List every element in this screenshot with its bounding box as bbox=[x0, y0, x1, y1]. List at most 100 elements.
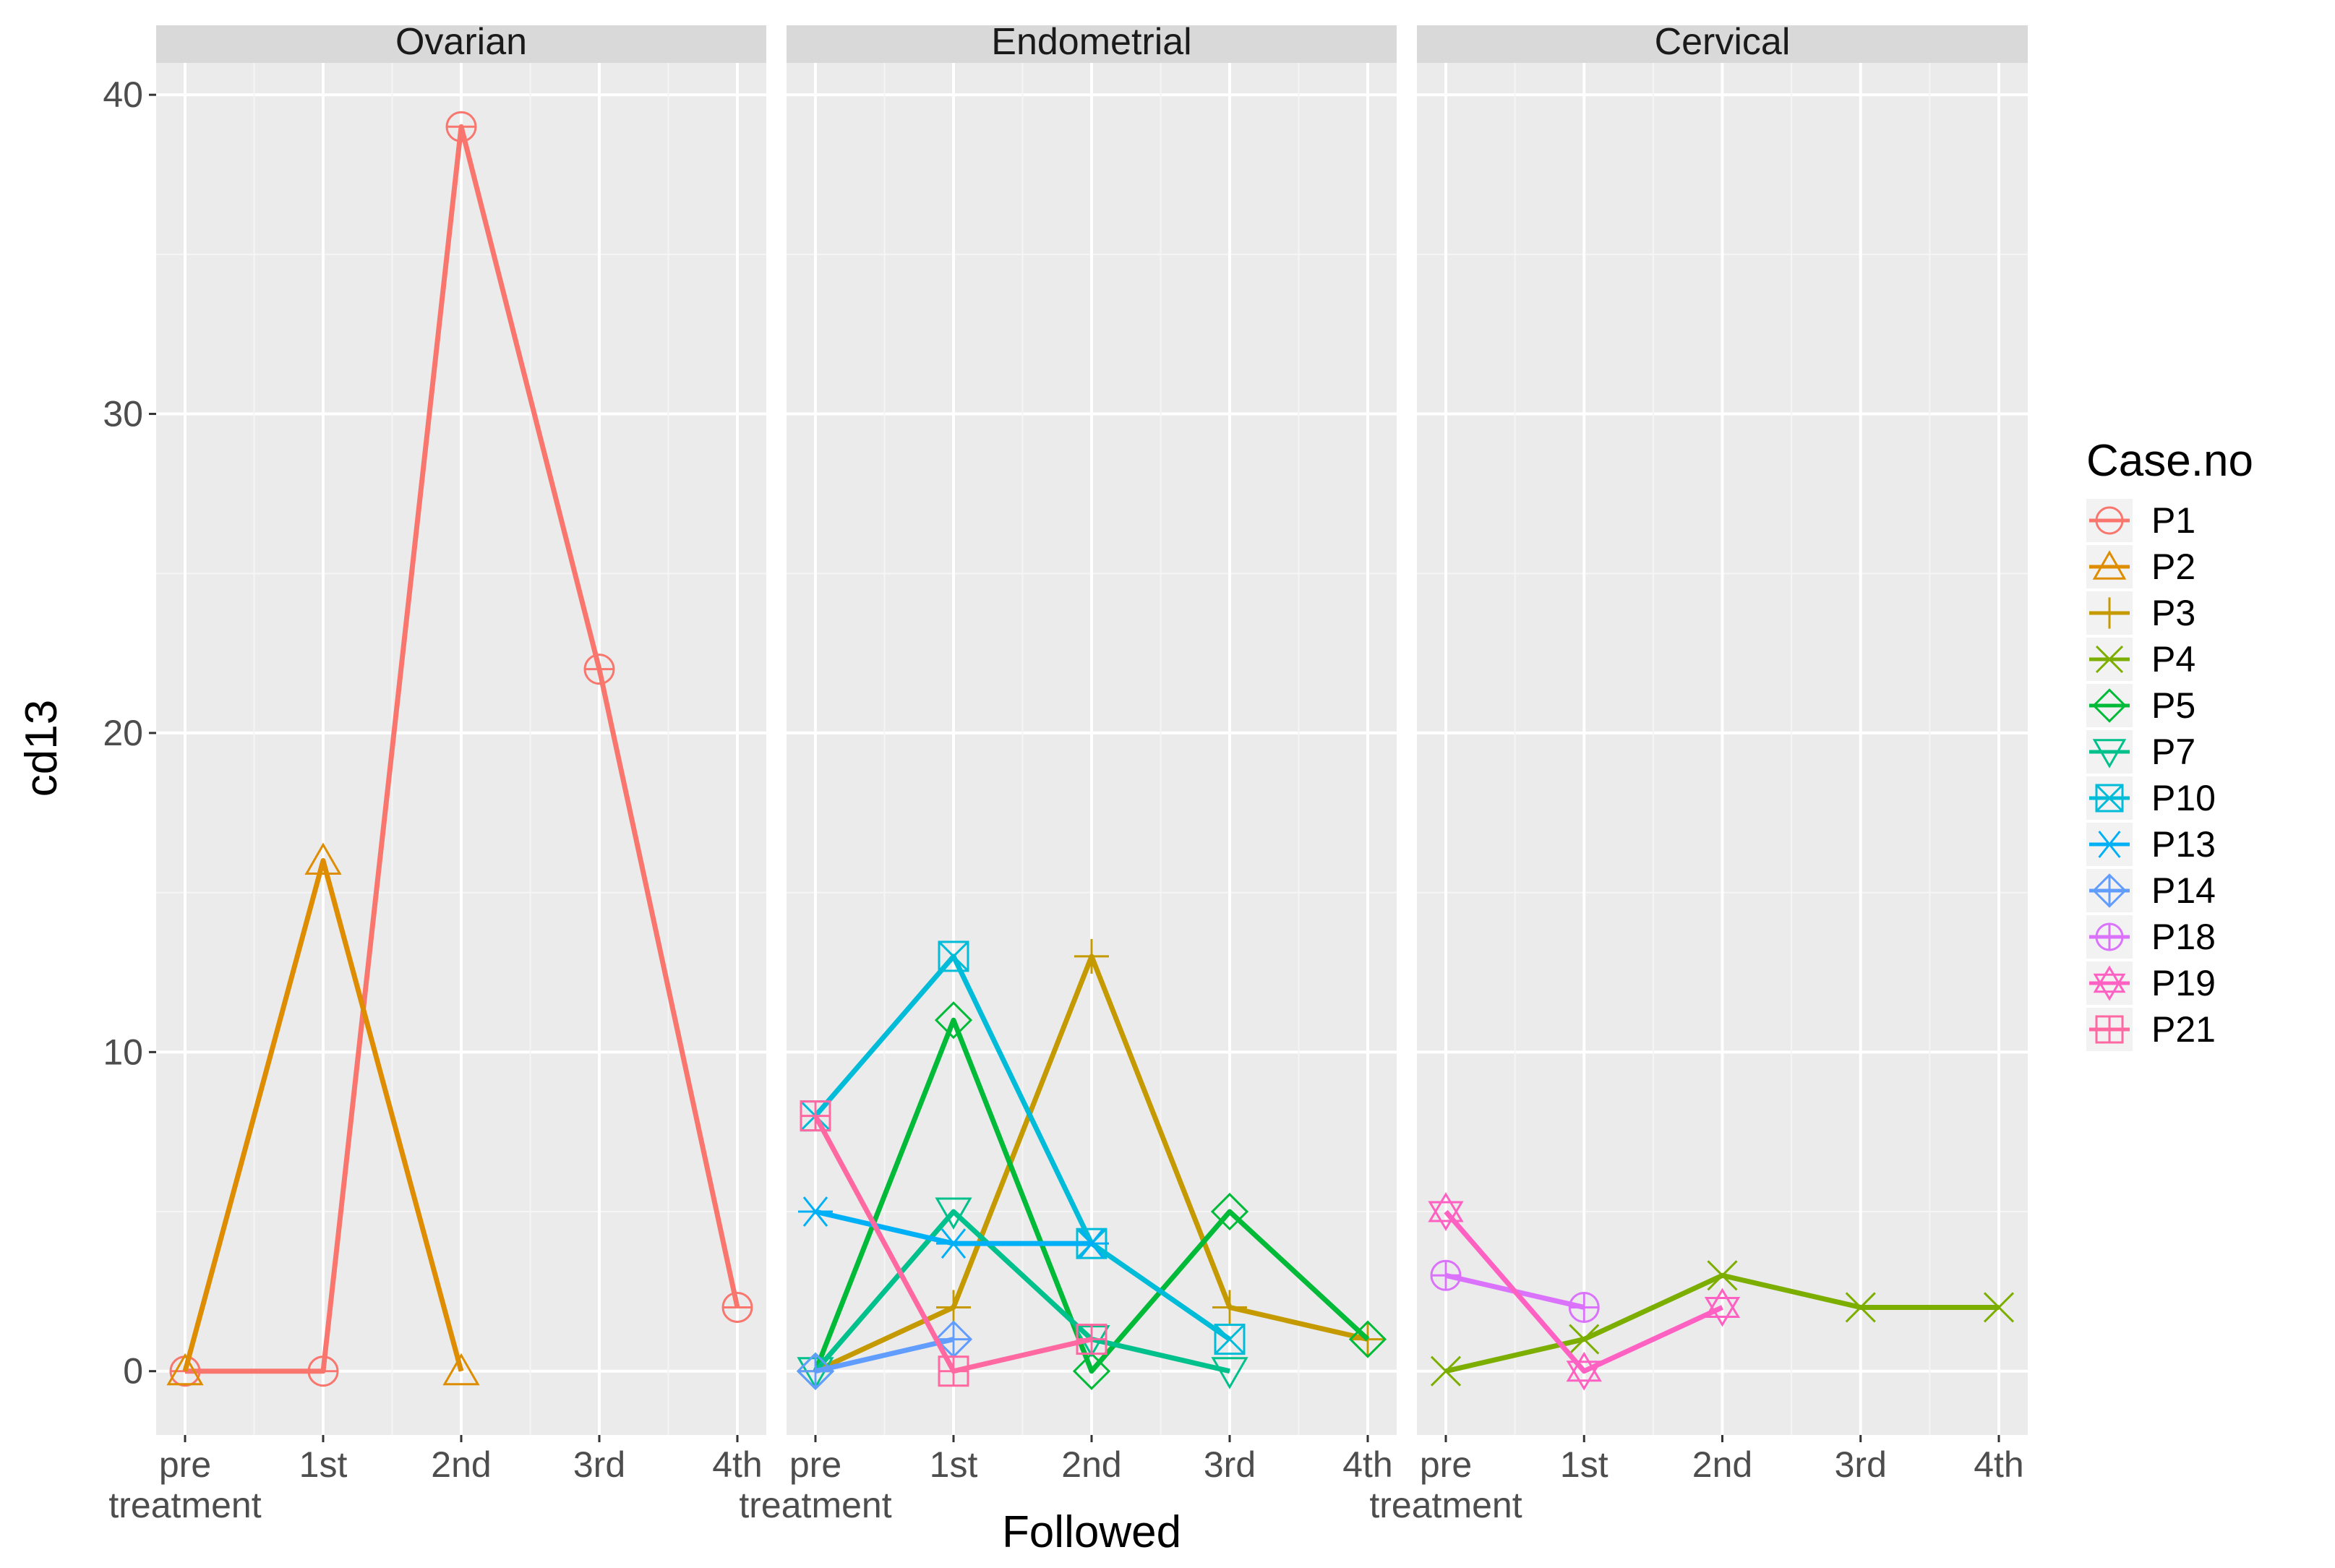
legend-label: P5 bbox=[2151, 685, 2195, 726]
legend-key-symbol bbox=[2095, 645, 2124, 674]
data-point bbox=[307, 1355, 339, 1387]
y-axis-title: cd13 bbox=[17, 700, 67, 797]
legend-label: P19 bbox=[2151, 963, 2216, 1003]
legend-item-p19: P19 bbox=[2086, 961, 2216, 1005]
data-point bbox=[721, 1291, 753, 1323]
legend-label: P2 bbox=[2151, 547, 2195, 587]
data-point bbox=[936, 1228, 971, 1259]
legend-key-symbol bbox=[2092, 873, 2127, 908]
legend-item-p10: P10 bbox=[2086, 776, 2216, 820]
x-tick-label: 3rd bbox=[573, 1444, 625, 1485]
legend-key-symbol bbox=[2092, 688, 2127, 723]
x-tick-label: pre treatment bbox=[1369, 1444, 1522, 1525]
data-point bbox=[583, 654, 615, 685]
data-point bbox=[1568, 1291, 1600, 1323]
data-point bbox=[1566, 1351, 1602, 1391]
data-point bbox=[1569, 1324, 1600, 1355]
data-point bbox=[938, 941, 969, 972]
data-point bbox=[1211, 1357, 1248, 1389]
x-axis-title: Followed bbox=[1002, 1507, 1181, 1557]
legend-label: P13 bbox=[2151, 824, 2216, 865]
data-point bbox=[166, 1353, 204, 1386]
legend-item-p2: P2 bbox=[2086, 545, 2195, 588]
facet-panel-endometrial: Endometrial pre treatment 1st 2nd 3rd 4th bbox=[739, 21, 1397, 1525]
legend-label: P21 bbox=[2151, 1009, 2216, 1050]
legend-key-symbol bbox=[2095, 922, 2124, 951]
data-point bbox=[938, 1355, 969, 1387]
x-tick-label: 3rd bbox=[1204, 1444, 1256, 1485]
data-point bbox=[1074, 938, 1109, 974]
x-tick-label: 2nd bbox=[1061, 1444, 1121, 1485]
series-p19 bbox=[1428, 1192, 1741, 1391]
legend-item-p18: P18 bbox=[2086, 915, 2216, 959]
data-point bbox=[1212, 1290, 1247, 1325]
y-tick-label: 30 bbox=[103, 394, 143, 434]
legend-key-symbol bbox=[2093, 965, 2126, 1001]
legend-item-p14: P14 bbox=[2086, 869, 2216, 912]
y-tick-label: 0 bbox=[123, 1351, 143, 1392]
x-tick-label: 1st bbox=[930, 1444, 978, 1485]
facet-panel-ovarian: Ovarian pre treatment 1st 2nd 3rd 4th bbox=[108, 21, 766, 1525]
legend-label: P3 bbox=[2151, 593, 2195, 633]
x-tick-label: 1st bbox=[1560, 1444, 1608, 1485]
data-point bbox=[936, 1290, 971, 1325]
legend-item-p1: P1 bbox=[2086, 499, 2195, 542]
data-point bbox=[934, 1001, 973, 1040]
data-point bbox=[1430, 1355, 1462, 1387]
x-tick-label: 2nd bbox=[1692, 1444, 1752, 1485]
data-point bbox=[935, 1197, 972, 1230]
data-point bbox=[798, 1196, 833, 1227]
series-line bbox=[182, 857, 464, 1372]
data-point bbox=[1428, 1192, 1464, 1231]
data-point bbox=[1983, 1292, 2015, 1323]
data-point bbox=[1074, 1228, 1109, 1259]
y-tick-label: 40 bbox=[103, 74, 143, 115]
data-point bbox=[1214, 1324, 1246, 1355]
facet-strip-label: Endometrial bbox=[991, 21, 1191, 63]
x-tick-label: pre treatment bbox=[108, 1444, 261, 1525]
legend-label: P7 bbox=[2151, 732, 2195, 772]
y-tick-label: 10 bbox=[103, 1032, 143, 1072]
legend-key-symbol bbox=[2092, 739, 2127, 768]
legend-label: P14 bbox=[2151, 870, 2216, 911]
data-point bbox=[800, 1100, 831, 1132]
series-p14 bbox=[796, 1320, 973, 1390]
legend-key-symbol bbox=[2095, 1015, 2124, 1044]
series-p13 bbox=[798, 1196, 1109, 1259]
data-point bbox=[1430, 1259, 1462, 1291]
series-line bbox=[815, 1337, 954, 1374]
facet-strip bbox=[1417, 25, 2028, 63]
x-tick-label: 4th bbox=[712, 1444, 763, 1485]
x-tick-label: 4th bbox=[1974, 1444, 2024, 1485]
x-tick-label: 4th bbox=[1342, 1444, 1393, 1485]
x-tick-label: 1st bbox=[299, 1444, 348, 1485]
series-line bbox=[1444, 1209, 1723, 1374]
legend-key-symbol bbox=[2094, 597, 2125, 629]
legend-item-p21: P21 bbox=[2086, 1008, 2216, 1051]
legend-item-p5: P5 bbox=[2086, 684, 2195, 727]
data-point bbox=[796, 1352, 835, 1390]
series-line bbox=[813, 1209, 1230, 1374]
x-tick-label: 2nd bbox=[431, 1444, 491, 1485]
legend-key-symbol bbox=[2092, 550, 2127, 580]
data-point bbox=[304, 842, 342, 875]
data-point bbox=[1707, 1260, 1738, 1291]
facet-strip-label: Ovarian bbox=[395, 21, 527, 63]
legend-item-p13: P13 bbox=[2086, 823, 2216, 866]
legend-label: P1 bbox=[2151, 500, 2195, 541]
legend-label: P4 bbox=[2151, 639, 2195, 680]
legend-key-symbol bbox=[2094, 831, 2125, 858]
legend-item-p4: P4 bbox=[2086, 638, 2195, 681]
legend-title: Case.no bbox=[2086, 436, 2253, 486]
data-point bbox=[445, 111, 477, 142]
series-p2 bbox=[166, 842, 480, 1386]
x-tick-label: pre treatment bbox=[739, 1444, 891, 1525]
legend-item-p3: P3 bbox=[2086, 591, 2195, 635]
facet-strip bbox=[787, 25, 1397, 63]
data-point bbox=[1704, 1288, 1741, 1327]
data-point bbox=[1348, 1320, 1387, 1358]
series-p1 bbox=[169, 111, 753, 1387]
legend-label: P10 bbox=[2151, 778, 2216, 818]
facet-strip bbox=[156, 25, 766, 63]
